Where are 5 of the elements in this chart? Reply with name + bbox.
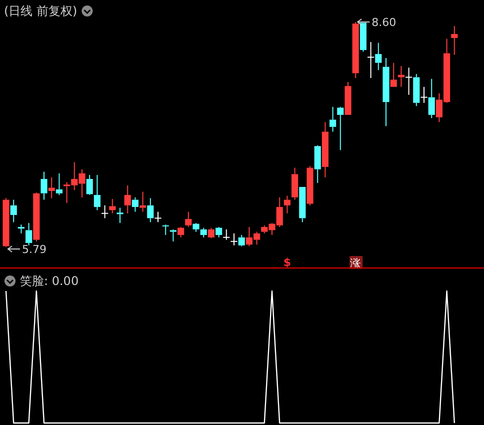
annotation: 5.79 [22,243,46,256]
chart-title: (日线 前复权) [4,4,78,18]
text: $ [283,256,292,269]
chart-title: 笑脸: 0.00 [20,274,79,288]
annotation: 8.60 [372,16,396,29]
